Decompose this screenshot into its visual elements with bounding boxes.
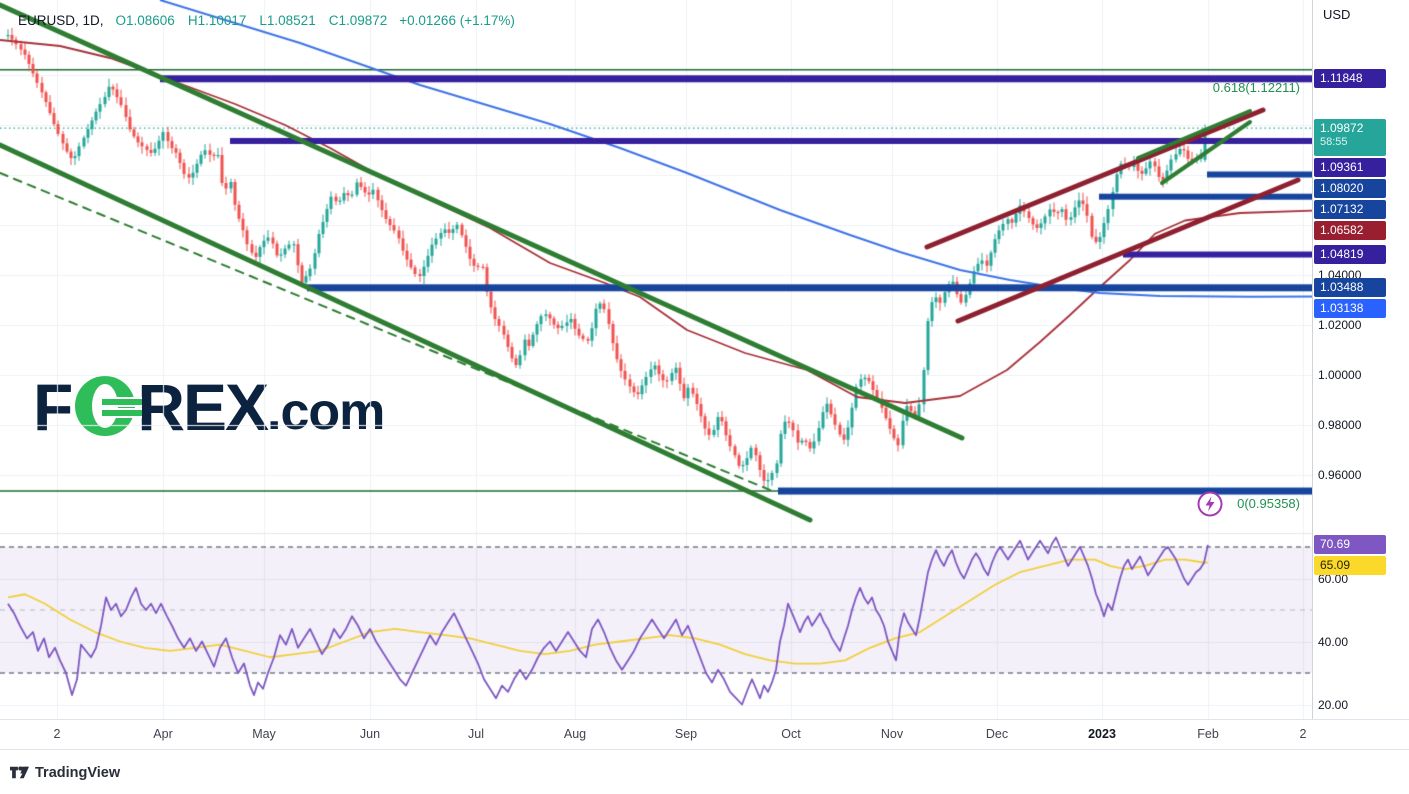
ohlc-field-L: L1.08521 xyxy=(259,13,316,28)
tradingview-footer[interactable]: TradingView xyxy=(10,763,120,782)
bar-countdown: 58:55 xyxy=(1320,135,1348,148)
symbol-title[interactable]: EURUSD, 1D, xyxy=(18,13,104,28)
time-axis[interactable]: 2 Apr May Jun Jul Aug Sep Oct Nov Dec 2023 Feb 2 xyxy=(0,719,1409,750)
ohlc-field-H: H1.10017 xyxy=(187,13,247,28)
price-badge-1.09872: 1.09872 58:55 xyxy=(1314,118,1386,156)
axis-label: 20.00 xyxy=(1318,697,1349,712)
axis-label: 1.00000 xyxy=(1318,368,1362,382)
time-tick-2: 2 xyxy=(53,727,61,741)
axis-label: 40.00 xyxy=(1318,634,1349,649)
time-tick-Feb: Feb xyxy=(1197,727,1219,741)
time-tick-Sep: Sep xyxy=(674,727,698,741)
price-badge-1.08020: 1.08020 xyxy=(1314,178,1386,198)
time-tick-2: 2 xyxy=(1299,727,1307,741)
price-badge-65.09: 65.09 xyxy=(1314,556,1386,576)
time-tick-Nov: Nov xyxy=(880,727,904,741)
price-badge-1.09361: 1.09361 xyxy=(1314,157,1386,177)
time-tick-2023: 2023 xyxy=(1088,727,1116,741)
change-value: +0.01266 (+1.17%) xyxy=(399,13,515,28)
time-tick-Dec: Dec xyxy=(985,727,1009,741)
time-tick-Apr: Apr xyxy=(153,727,173,741)
price-badge-1.04819: 1.04819 xyxy=(1314,245,1386,265)
price-badge-1.11848: 1.11848 xyxy=(1314,69,1386,89)
ohlc-field-O: O1.08606 xyxy=(115,13,175,28)
time-tick-Jul: Jul xyxy=(468,727,484,741)
time-tick-Jun: Jun xyxy=(359,727,381,741)
ohlc-field-C: C1.09872 xyxy=(328,13,388,28)
tradingview-brand-text: TradingView xyxy=(35,764,121,781)
price-badge-1.03138: 1.03138 xyxy=(1314,299,1386,319)
time-tick-Aug: Aug xyxy=(563,727,587,741)
symbol-legend[interactable]: EURUSD, 1D, O1.08606 H1.10017 L1.08521 C1.0… xyxy=(18,13,515,28)
axis-label: 0.96000 xyxy=(1318,468,1362,482)
tradingview-logo-icon xyxy=(10,766,29,779)
time-tick-Oct: Oct xyxy=(781,727,801,741)
axis-label: 0.98000 xyxy=(1318,418,1362,432)
price-scale-currency: USD xyxy=(1323,7,1351,22)
time-tick-May: May xyxy=(252,727,276,741)
price-badge-1.06582: 1.06582 xyxy=(1314,220,1386,240)
price-scale[interactable]: USD 1.04000 1.02000 1.00000 0.98000 0.96000 6… xyxy=(1312,0,1409,748)
fib-618-label: 0.618(1.12211) xyxy=(1212,80,1300,95)
ohlc-values: O1.08606 H1.10017 L1.08521 C1.09872 xyxy=(116,13,388,28)
axis-label: 1.02000 xyxy=(1318,318,1362,332)
price-badge-1.03488: 1.03488 xyxy=(1314,278,1386,298)
price-badge-70.69: 70.69 xyxy=(1314,535,1386,555)
price-badge-1.07132: 1.07132 xyxy=(1314,199,1386,219)
lightning-icon[interactable] xyxy=(1197,491,1223,517)
fib-0-label: 0(0.95358) xyxy=(1237,496,1300,511)
